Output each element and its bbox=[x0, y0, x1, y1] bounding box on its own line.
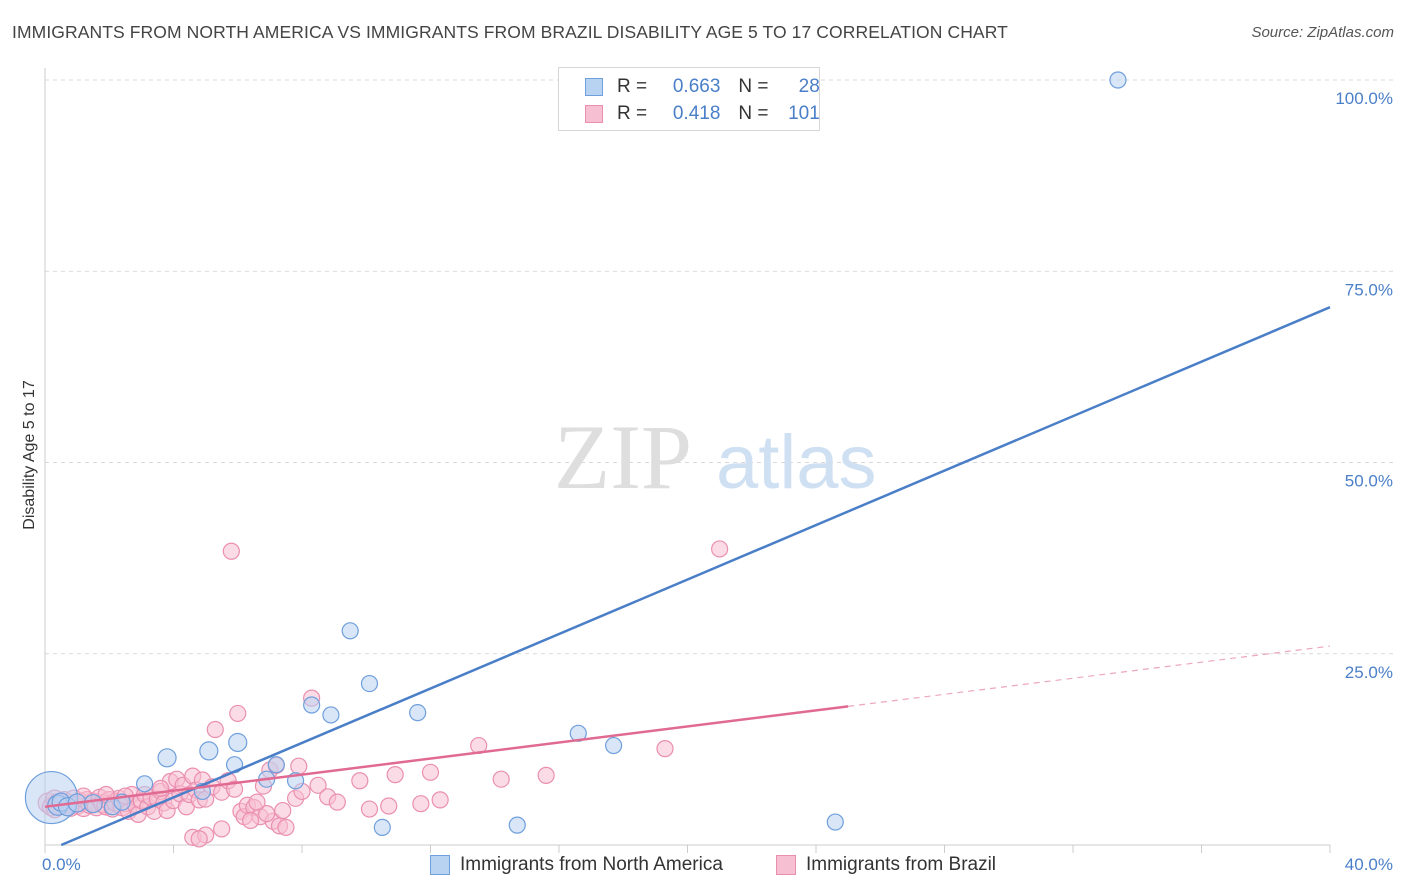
watermark: ZIP atlas bbox=[554, 406, 877, 508]
legend-r-value: 0.418 bbox=[672, 103, 721, 124]
stats-legend: R = 0.663 N = 28 R = 0.418 N = 101 bbox=[558, 67, 820, 131]
point-brazil bbox=[190, 830, 208, 848]
point-north-america bbox=[157, 748, 177, 768]
legend-n-value: 101 bbox=[788, 103, 820, 124]
point-north-america bbox=[303, 696, 321, 714]
point-brazil bbox=[222, 542, 240, 560]
point-north-america bbox=[199, 741, 219, 761]
point-north-america bbox=[267, 756, 285, 774]
legend-swatch-pink bbox=[585, 105, 603, 123]
legend-row-brazil: R = 0.418 N = 101 bbox=[585, 101, 820, 127]
point-brazil bbox=[492, 770, 510, 788]
series-legend-north-america: Immigrants from North America bbox=[430, 852, 723, 878]
legend-swatch-blue bbox=[585, 78, 603, 96]
chart-title: IMMIGRANTS FROM NORTH AMERICA VS IMMIGRA… bbox=[12, 22, 1008, 42]
trend-line-brazil-extension bbox=[848, 645, 1331, 707]
watermark-atlas: atlas bbox=[716, 420, 877, 505]
point-brazil bbox=[380, 797, 398, 815]
point-north-america bbox=[228, 732, 248, 753]
series-legend-brazil: Immigrants from Brazil bbox=[776, 852, 996, 878]
point-brazil bbox=[386, 766, 404, 784]
point-brazil bbox=[248, 793, 266, 811]
point-brazil bbox=[351, 772, 369, 790]
y-tick-label: 50.0% bbox=[1345, 472, 1393, 491]
trend-line-north-america bbox=[60, 306, 1331, 847]
point-north-america bbox=[605, 736, 623, 755]
point-north-america bbox=[1109, 71, 1127, 89]
point-brazil bbox=[225, 780, 244, 798]
point-brazil bbox=[274, 801, 292, 820]
point-brazil bbox=[421, 763, 440, 781]
axes bbox=[44, 68, 1331, 853]
point-north-america bbox=[826, 813, 844, 831]
point-north-america bbox=[341, 622, 359, 640]
gridlines bbox=[45, 79, 1395, 655]
point-north-america bbox=[322, 706, 340, 724]
legend-r-label: R = bbox=[617, 103, 648, 124]
point-brazil bbox=[656, 740, 674, 758]
point-brazil bbox=[328, 793, 346, 811]
series-swatch-pink bbox=[776, 855, 796, 875]
trend-lines bbox=[44, 306, 1331, 847]
point-north-america bbox=[135, 775, 154, 793]
point-brazil bbox=[213, 820, 231, 838]
legend-row-north-america: R = 0.663 N = 28 bbox=[585, 74, 820, 100]
series-swatch-blue bbox=[430, 855, 450, 875]
point-brazil bbox=[711, 540, 729, 558]
point-north-america bbox=[83, 794, 103, 814]
watermark-zip: ZIP bbox=[554, 406, 692, 508]
series-label: Immigrants from North America bbox=[460, 854, 723, 875]
legend-n-label: N = bbox=[738, 103, 769, 124]
y-tick-label: 100.0% bbox=[1335, 89, 1393, 108]
point-brazil bbox=[290, 757, 308, 775]
point-north-america bbox=[360, 674, 379, 693]
tick-labels: 25.0% 50.0% 75.0% 100.0% 0.0% 40.0% bbox=[42, 89, 1393, 874]
point-brazil bbox=[537, 766, 555, 784]
y-tick-label: 25.0% bbox=[1345, 663, 1393, 682]
legend-r-value: 0.663 bbox=[672, 76, 721, 97]
point-north-america bbox=[409, 704, 427, 722]
point-brazil bbox=[360, 800, 379, 818]
x-tick-label: 0.0% bbox=[42, 855, 81, 874]
x-tick-label: 40.0% bbox=[1345, 855, 1393, 874]
point-brazil bbox=[431, 791, 449, 809]
y-tick-label: 75.0% bbox=[1345, 280, 1393, 299]
chart-source: Source: ZipAtlas.com bbox=[1251, 24, 1394, 41]
legend-n-value: 28 bbox=[798, 76, 820, 97]
legend-n-label: N = bbox=[738, 76, 769, 97]
point-brazil bbox=[412, 795, 430, 813]
point-brazil bbox=[229, 704, 247, 723]
point-brazil bbox=[242, 811, 260, 830]
point-brazil bbox=[309, 776, 327, 794]
trend-line-brazil bbox=[44, 705, 849, 808]
legend-r-label: R = bbox=[617, 76, 648, 97]
point-brazil bbox=[277, 818, 295, 837]
point-brazil bbox=[206, 720, 224, 739]
point-north-america bbox=[373, 818, 391, 837]
series-label: Immigrants from Brazil bbox=[806, 854, 997, 875]
point-north-america bbox=[508, 816, 526, 834]
point-brazil bbox=[258, 805, 276, 823]
y-axis-label: Disability Age 5 to 17 bbox=[21, 380, 38, 530]
